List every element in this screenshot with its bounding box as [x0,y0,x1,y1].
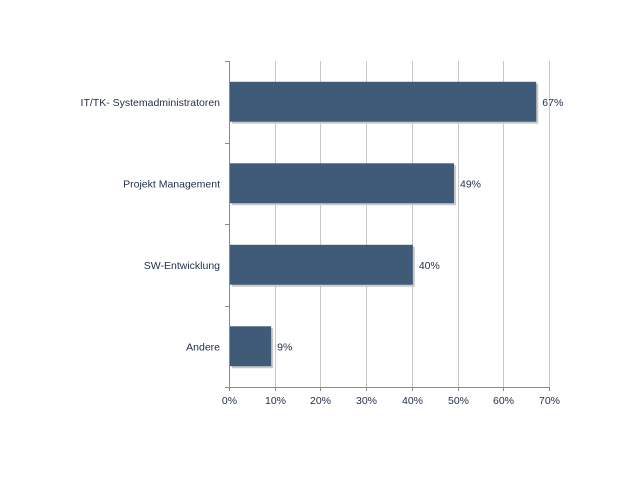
bar-0 [230,81,537,122]
data-label-3: 9% [277,341,292,353]
data-label-0: 67% [542,97,563,109]
bar-3 [230,326,272,367]
data-label-1: 49% [460,178,481,190]
bar-2 [230,244,413,285]
data-label-2: 40% [419,260,440,272]
bars [230,81,539,369]
x-tick-label-50: 50% [448,395,469,407]
category-label-2: SW-Entwicklung [144,260,220,272]
axes [225,61,550,391]
x-tick-label-40: 40% [402,395,423,407]
x-tick-label-60: 60% [493,395,514,407]
x-tick-label-10: 10% [265,395,286,407]
category-label-0: IT/TK- Systemadministratoren [81,97,221,109]
bar-1 [230,163,454,204]
category-label-3: Andere [186,341,220,353]
labels: 67% IT/TK- Systemadministratoren 49% Projek… [81,97,564,407]
category-label-1: Projekt Management [123,178,220,190]
x-tick-label-0: 0% [222,395,237,407]
x-tick-label-70: 70% [539,395,560,407]
x-tick-label-20: 20% [310,395,331,407]
x-tick-label-30: 30% [356,395,377,407]
